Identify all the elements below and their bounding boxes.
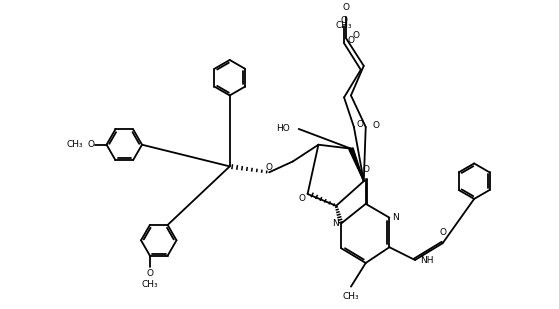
Text: O: O xyxy=(362,165,369,174)
Text: O: O xyxy=(353,31,360,40)
Text: O: O xyxy=(266,163,273,172)
Text: N: N xyxy=(392,213,399,222)
Text: O: O xyxy=(439,228,446,237)
Text: HO: HO xyxy=(276,125,290,133)
Text: O: O xyxy=(146,269,153,278)
Text: CH₃: CH₃ xyxy=(141,280,158,289)
Text: O: O xyxy=(342,3,349,12)
Text: O: O xyxy=(373,121,380,130)
Text: O: O xyxy=(87,140,94,149)
Text: CH₃: CH₃ xyxy=(66,140,83,149)
Text: NH: NH xyxy=(420,256,434,265)
Text: O: O xyxy=(299,194,306,203)
Text: O: O xyxy=(357,120,363,129)
Text: N: N xyxy=(332,219,339,228)
Text: CH₃: CH₃ xyxy=(336,21,352,30)
Polygon shape xyxy=(349,148,364,181)
Text: O: O xyxy=(348,36,355,45)
Text: O: O xyxy=(340,16,348,25)
Text: CH₃: CH₃ xyxy=(343,292,359,301)
